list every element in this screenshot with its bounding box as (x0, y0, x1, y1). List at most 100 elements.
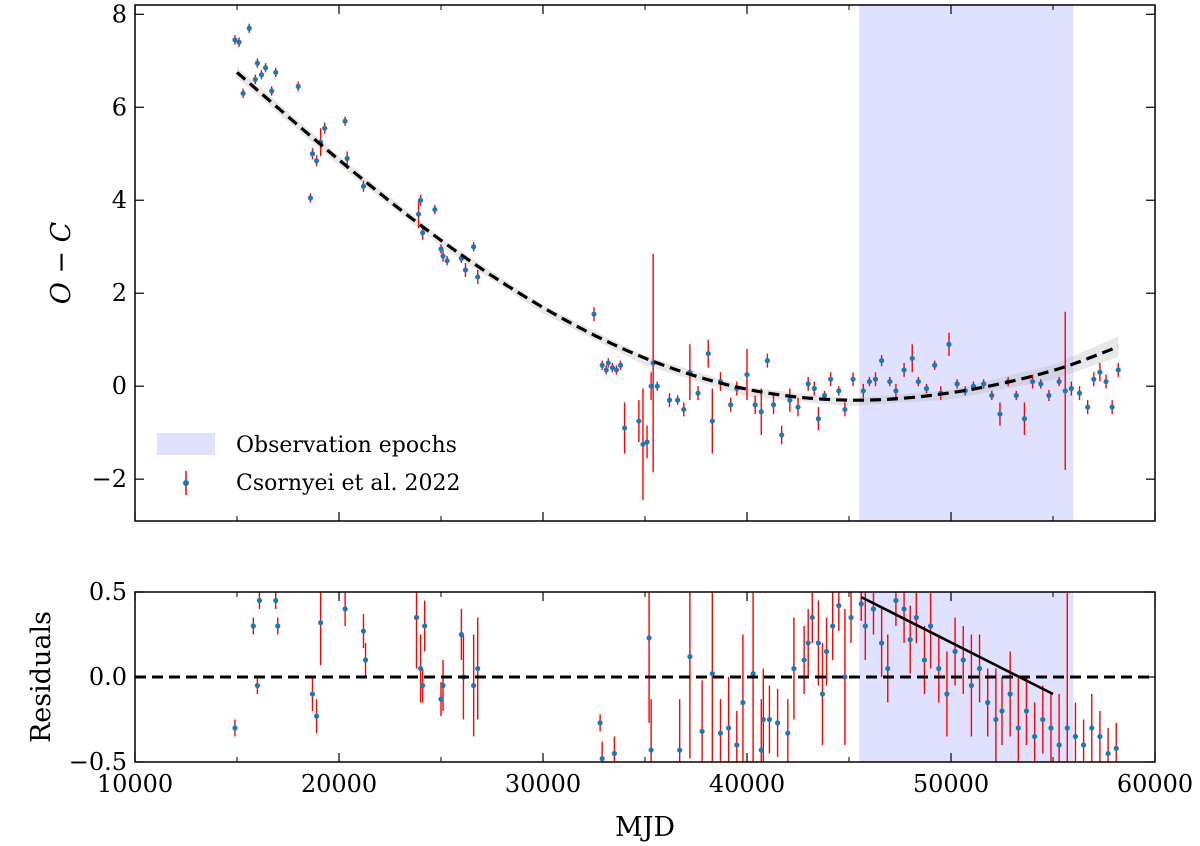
data-point (887, 378, 893, 385)
top-ytick-label: −2 (92, 465, 127, 493)
data-point (915, 378, 921, 385)
data-point (989, 392, 995, 399)
data-point (954, 381, 960, 387)
legend-label-csornyei: Csornyei et al. 2022 (236, 471, 461, 496)
residual-point (273, 597, 279, 604)
bottom-xtick-label: 40000 (709, 770, 785, 798)
data-point (420, 230, 426, 236)
residual-point (1113, 745, 1119, 752)
residual-point (420, 682, 426, 689)
data-point (860, 388, 866, 394)
residual-point (985, 699, 991, 706)
data-point (613, 367, 620, 373)
data-point (744, 371, 750, 378)
residual-point (801, 657, 807, 663)
residual-point (944, 691, 950, 697)
quadratic-fit-line (235, 71, 1119, 402)
residual-point (318, 620, 324, 626)
data-point (599, 362, 605, 368)
residual-point (275, 623, 281, 629)
residual-point (870, 606, 877, 612)
data-point (821, 392, 828, 399)
data-point (981, 381, 987, 387)
bottom-xtick-label: 20000 (301, 770, 377, 798)
residual-point (913, 614, 919, 621)
top-ytick-label: 6 (112, 93, 127, 121)
residual-point (1040, 716, 1046, 723)
data-point (787, 397, 793, 403)
residual-point (968, 682, 975, 689)
data-point (654, 383, 660, 389)
residual-point (1105, 750, 1111, 757)
data-point (252, 76, 258, 82)
residual-point (1015, 725, 1021, 731)
residual-point (976, 665, 983, 672)
data-point (811, 385, 817, 392)
residual-point (952, 648, 958, 655)
residual-point (1032, 733, 1038, 740)
legend-swatch-observation-epochs (157, 433, 215, 455)
data-point (866, 378, 873, 385)
data-point (1068, 385, 1074, 392)
data-point (946, 341, 952, 347)
data-point (418, 197, 424, 203)
residual-point (791, 665, 797, 672)
bottom-axes: 10000 20000 30000 40000 50000 60000 −0.5 0.0 0.5 (69, 578, 1193, 798)
data-point (438, 246, 444, 252)
residual-point (907, 637, 913, 643)
data-point (815, 416, 822, 422)
data-point (415, 211, 422, 217)
data-point (236, 39, 242, 45)
residual-point (1072, 733, 1079, 740)
bottom-xtick-label: 10000 (97, 770, 173, 798)
data-point (1013, 392, 1019, 399)
residual-point (879, 640, 885, 646)
data-point (475, 274, 481, 280)
residual-point (830, 623, 836, 629)
residual-point (750, 671, 756, 677)
x-axis-title: MJD (615, 812, 675, 843)
data-point (640, 441, 646, 447)
top-axes: −2 0 2 4 6 8 (92, 0, 1156, 522)
residual-point (836, 603, 842, 609)
residual-point (717, 730, 724, 736)
data-point (269, 88, 275, 94)
data-point (617, 362, 624, 368)
data-point (709, 418, 715, 424)
data-point (232, 37, 238, 43)
data-point (360, 183, 367, 189)
residual-point (360, 628, 367, 634)
data-point (322, 125, 328, 131)
residual-point (885, 665, 891, 672)
data-point (836, 388, 842, 394)
data-point (770, 402, 777, 408)
data-point (1046, 392, 1052, 399)
bottom-xtick-label: 60000 (1117, 770, 1193, 798)
data-point (307, 195, 314, 201)
observation-epochs-span (859, 5, 1074, 521)
data-point (1115, 367, 1121, 373)
data-point (644, 439, 650, 445)
residual-point (823, 648, 830, 655)
residual-point (1089, 725, 1095, 731)
top-ytick-label: 0 (112, 372, 127, 400)
residual-point (256, 597, 263, 604)
data-point (1109, 404, 1115, 410)
residual-point (809, 614, 815, 621)
residual-point (862, 623, 868, 629)
bottom-ytick-label: −0.5 (69, 748, 127, 776)
data-point (240, 90, 246, 96)
residual-point (611, 750, 618, 757)
data-point (1091, 376, 1097, 382)
top-points-layer (232, 25, 1121, 447)
data-point (872, 376, 879, 382)
bottom-panel: 10000 20000 30000 40000 50000 60000 −0.5 0.0 0.5… (26, 578, 1193, 843)
residual-point (440, 682, 446, 689)
residual-point (726, 725, 732, 731)
residual-point (993, 716, 999, 723)
data-point (879, 358, 885, 364)
data-point (932, 362, 938, 368)
residual-point (766, 716, 773, 723)
residual-point (928, 623, 934, 629)
residual-point (842, 674, 848, 680)
